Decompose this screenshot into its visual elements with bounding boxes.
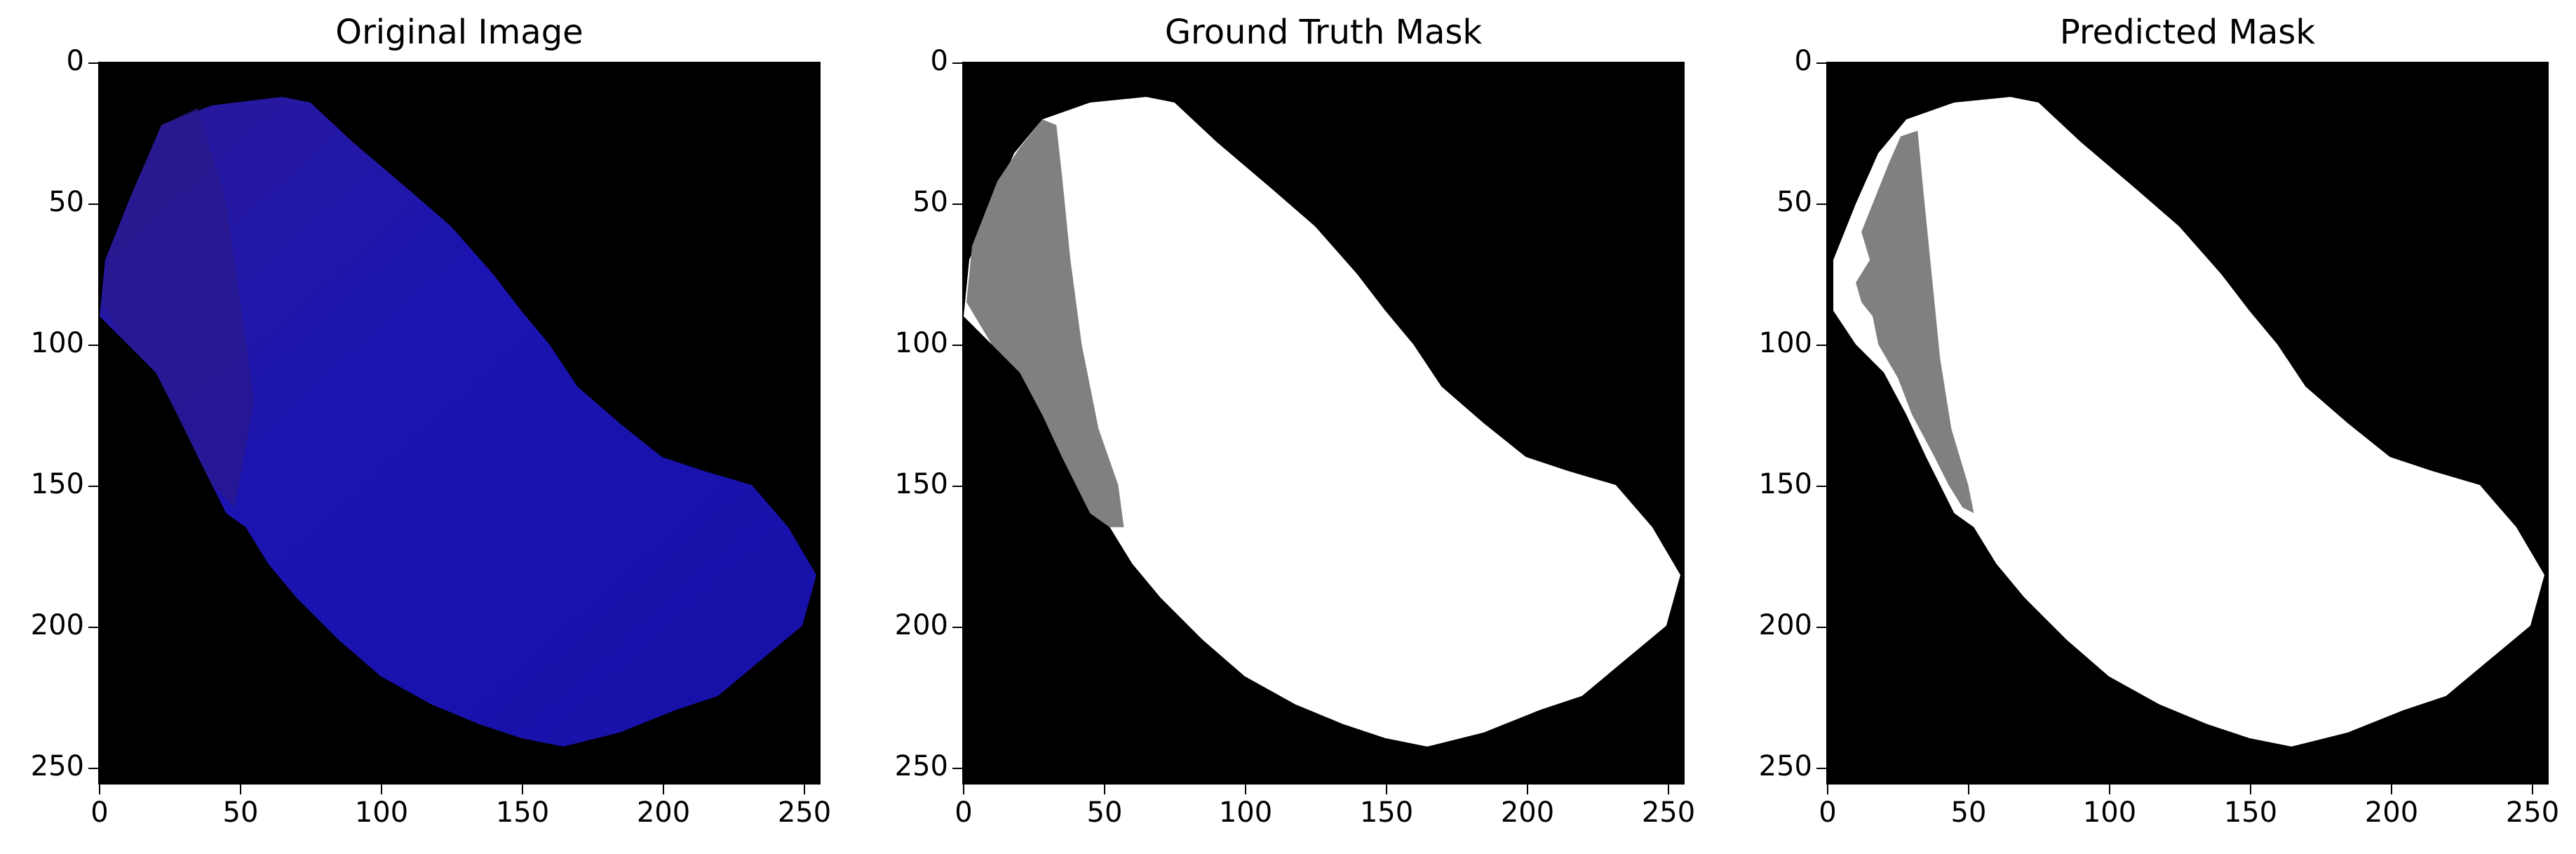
- y-tick-mark: [952, 62, 962, 64]
- mask-gray-region: [966, 119, 1124, 528]
- y-tick-label: 150: [894, 468, 948, 500]
- y-tick-mark: [1816, 345, 1826, 346]
- y-tick-mark: [88, 627, 98, 628]
- y-tick-label: 50: [48, 186, 84, 218]
- y-tick-label: 50: [1776, 186, 1812, 218]
- x-tick-mark: [804, 785, 805, 794]
- y-tick-mark: [88, 768, 98, 769]
- x-tick-mark: [2109, 785, 2110, 794]
- x-tick-mark: [1527, 785, 1528, 794]
- x-tick-mark: [99, 785, 100, 794]
- x-tick-label: 100: [1218, 796, 1273, 829]
- y-tick-mark: [952, 345, 962, 346]
- x-tick-label: 200: [1500, 796, 1555, 829]
- x-tick-label: 150: [1359, 796, 1414, 829]
- image-axes: [1826, 62, 2549, 785]
- panel-original-image: Original Image 0 50 100 150 200 250 0 50…: [0, 0, 842, 854]
- x-tick-mark: [522, 785, 523, 794]
- x-tick-label: 150: [495, 796, 550, 829]
- x-tick-mark: [1104, 785, 1105, 794]
- panel-predicted-mask: Predicted Mask 0 50 100 150 200 250 0 50…: [1728, 0, 2570, 854]
- mask-gray-region: [1856, 131, 1974, 514]
- y-tick-label: 0: [930, 45, 948, 77]
- x-tick-label: 200: [2364, 796, 2419, 829]
- x-tick-label: 100: [2082, 796, 2137, 829]
- panel-ground-truth-mask: Ground Truth Mask 0 50 100 150 200 250 0…: [864, 0, 1706, 854]
- tissue-region: [100, 97, 816, 747]
- image-axes: [98, 62, 821, 785]
- x-tick-label: 100: [354, 796, 409, 829]
- tissue-left-lobe: [102, 108, 255, 508]
- x-tick-mark: [1668, 785, 1669, 794]
- y-tick-label: 0: [1794, 45, 1812, 77]
- x-tick-label: 0: [1819, 796, 1837, 829]
- y-tick-mark: [1816, 486, 1826, 487]
- x-tick-mark: [381, 785, 382, 794]
- x-tick-mark: [663, 785, 664, 794]
- y-tick-mark: [952, 204, 962, 205]
- x-tick-mark: [1827, 785, 1828, 794]
- x-tick-label: 150: [2223, 796, 2278, 829]
- y-tick-label: 200: [30, 609, 84, 641]
- x-tick-mark: [1245, 785, 1246, 794]
- original-image: [100, 97, 816, 747]
- x-tick-mark: [1386, 785, 1387, 794]
- panel-title: Ground Truth Mask: [1164, 13, 1483, 52]
- x-tick-label: 250: [777, 796, 832, 829]
- y-tick-mark: [1816, 62, 1826, 64]
- x-tick-label: 50: [1950, 796, 1987, 829]
- y-tick-mark: [88, 204, 98, 205]
- y-tick-label: 100: [30, 327, 84, 359]
- y-tick-label: 200: [894, 609, 948, 641]
- y-tick-label: 0: [66, 45, 84, 77]
- x-tick-mark: [1968, 785, 1969, 794]
- y-tick-label: 100: [1758, 327, 1812, 359]
- y-tick-mark: [1816, 204, 1826, 205]
- y-tick-mark: [952, 768, 962, 769]
- x-tick-label: 50: [222, 796, 259, 829]
- x-tick-label: 0: [90, 796, 109, 829]
- ground-truth-mask-image: [964, 97, 1680, 747]
- y-tick-label: 50: [912, 186, 948, 218]
- predicted-mask-image: [1833, 97, 2544, 747]
- x-tick-label: 200: [636, 796, 691, 829]
- x-tick-mark: [963, 785, 964, 794]
- x-tick-mark: [2532, 785, 2533, 794]
- image-axes: [962, 62, 1685, 785]
- mask-white-region: [964, 97, 1680, 747]
- mask-white-region: [1833, 97, 2544, 747]
- y-tick-label: 150: [1758, 468, 1812, 500]
- panel-title: Predicted Mask: [2059, 13, 2316, 52]
- y-tick-label: 100: [894, 327, 948, 359]
- y-tick-label: 200: [1758, 609, 1812, 641]
- x-tick-label: 250: [1641, 796, 1696, 829]
- x-tick-label: 250: [2505, 796, 2560, 829]
- y-tick-mark: [1816, 627, 1826, 628]
- x-tick-label: 0: [955, 796, 973, 829]
- x-tick-mark: [2250, 785, 2251, 794]
- y-tick-label: 150: [30, 468, 84, 500]
- y-tick-label: 250: [1758, 750, 1812, 782]
- x-tick-label: 50: [1086, 796, 1123, 829]
- y-tick-mark: [88, 486, 98, 487]
- y-tick-label: 250: [894, 750, 948, 782]
- panel-title: Original Image: [335, 13, 584, 52]
- x-tick-mark: [2391, 785, 2392, 794]
- x-tick-mark: [240, 785, 241, 794]
- y-tick-mark: [88, 62, 98, 64]
- y-tick-mark: [1816, 768, 1826, 769]
- y-tick-mark: [88, 345, 98, 346]
- y-tick-mark: [952, 486, 962, 487]
- y-tick-label: 250: [30, 750, 84, 782]
- y-tick-mark: [952, 627, 962, 628]
